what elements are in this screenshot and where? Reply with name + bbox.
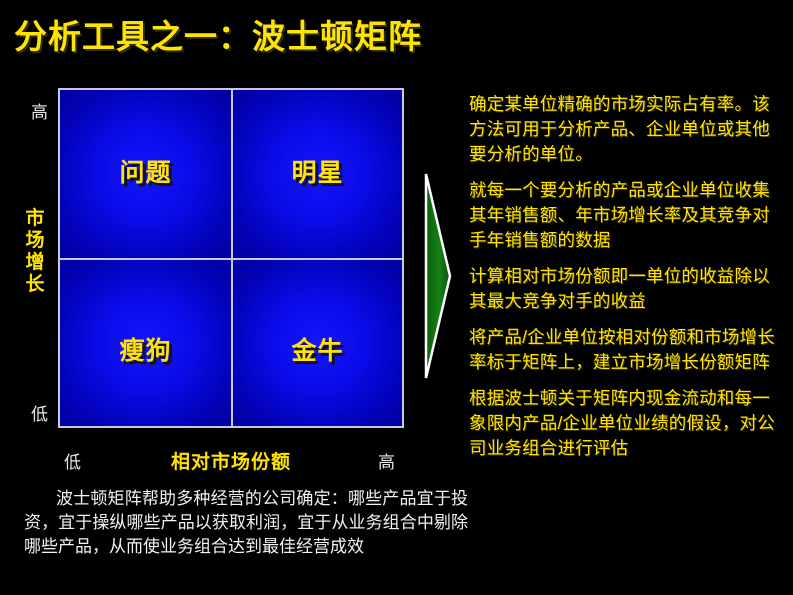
list-item: 就每一个要分析的产品或企业单位收集其年销售额、年市场增长率及其竞争对手年销售额的…: [469, 180, 770, 250]
list-item: 根据波士顿关于矩阵内现金流动和每一象限内产品/企业单位业绩的假设，对公司业务组合…: [469, 388, 775, 458]
right-arrow-icon: [420, 172, 458, 380]
quadrant-label-stars: 明星: [291, 159, 344, 187]
x-axis-low-tick: 低: [64, 453, 81, 472]
list-item: 确定某单位精确的市场实际占有率。该方法可用于分析产品、企业单位或其他要分析的单位…: [469, 94, 770, 164]
x-axis-title: 相对市场份额: [170, 452, 291, 473]
quadrant-dogs[interactable]: 瘦狗: [60, 258, 231, 426]
y-axis-high-tick: 高: [31, 103, 48, 122]
page-title: 分析工具之一：波士顿矩阵: [14, 18, 422, 55]
explanation-list: 确定某单位精确的市场实际占有率。该方法可用于分析产品、企业单位或其他要分析的单位…: [469, 92, 785, 461]
quadrant-label-cash-cows: 金牛: [291, 337, 344, 365]
bcg-matrix: 问题 明星 瘦狗 金牛: [58, 88, 404, 428]
quadrant-cash-cows[interactable]: 金牛: [231, 258, 402, 426]
footer-caption: 波士顿矩阵帮助多种经营的公司确定：哪些产品宜于投资，宜于操纵哪些产品以获取利润，…: [24, 489, 468, 556]
list-item: 将产品/企业单位按相对份额和市场增长率标于矩阵上，建立市场增长份额矩阵: [469, 327, 775, 372]
y-axis-title: 市场增长: [25, 208, 45, 295]
quadrant-label-question-marks: 问题: [119, 159, 172, 187]
y-axis-low-tick: 低: [31, 405, 48, 424]
x-axis-high-tick: 高: [378, 453, 395, 472]
quadrant-label-dogs: 瘦狗: [119, 337, 172, 365]
list-item: 计算相对市场份额即一单位的收益除以其最大竞争对手的收益: [469, 266, 770, 311]
quadrant-stars[interactable]: 明星: [231, 90, 402, 258]
quadrant-question-marks[interactable]: 问题: [60, 90, 231, 258]
